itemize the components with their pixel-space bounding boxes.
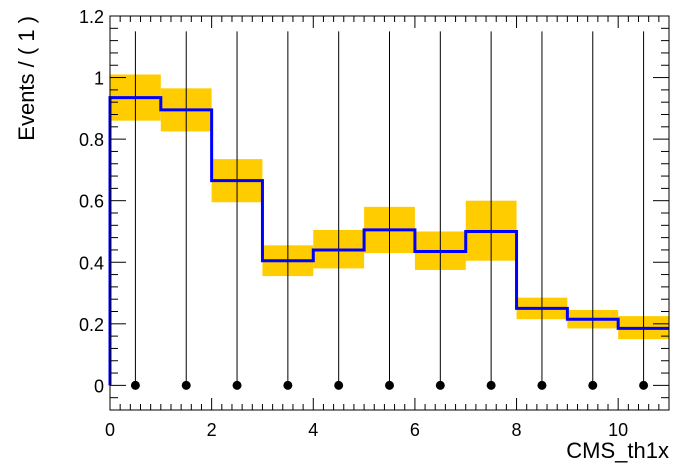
step-line-layer (108, 96, 669, 386)
x-tick-label-1: 2 (207, 420, 217, 440)
data-point-6 (435, 380, 445, 390)
y-tick-label-6: 1.2 (79, 7, 104, 27)
x-tick-label-4: 8 (512, 420, 522, 440)
data-point-7 (486, 380, 496, 390)
x-tick-label-0: 0 (105, 420, 115, 440)
series-step-line (108, 96, 669, 386)
data-point-10 (639, 380, 649, 390)
data-point-9 (588, 380, 598, 390)
y-tick-label-4: 0.8 (79, 130, 104, 150)
y-tick-label-5: 1 (94, 69, 104, 89)
y-tick-label-1: 0.2 (79, 315, 104, 335)
data-point-layer (130, 380, 649, 390)
data-point-8 (537, 380, 547, 390)
data-point-4 (334, 380, 344, 390)
x-axis-title: CMS_th1x (566, 438, 669, 463)
data-point-0 (130, 380, 140, 390)
tick-labels: 0 2 4 6 8 10 0 0.2 0.4 0.6 0.8 1 1.2 (79, 7, 628, 440)
x-tick-label-2: 4 (308, 420, 318, 440)
data-point-2 (232, 380, 242, 390)
y-tick-label-2: 0.4 (79, 253, 104, 273)
data-point-1 (181, 380, 191, 390)
axis-ticks (109, 15, 670, 411)
x-tick-label-3: 6 (410, 420, 420, 440)
data-point-3 (283, 380, 293, 390)
error-bar-layer (134, 31, 645, 386)
x-tick-label-5: 10 (608, 420, 628, 440)
y-tick-label-0: 0 (94, 376, 104, 396)
y-axis-title: Events / ( 1 ) (14, 16, 39, 141)
data-point-5 (385, 380, 394, 390)
y-tick-label-3: 0.6 (79, 192, 104, 212)
